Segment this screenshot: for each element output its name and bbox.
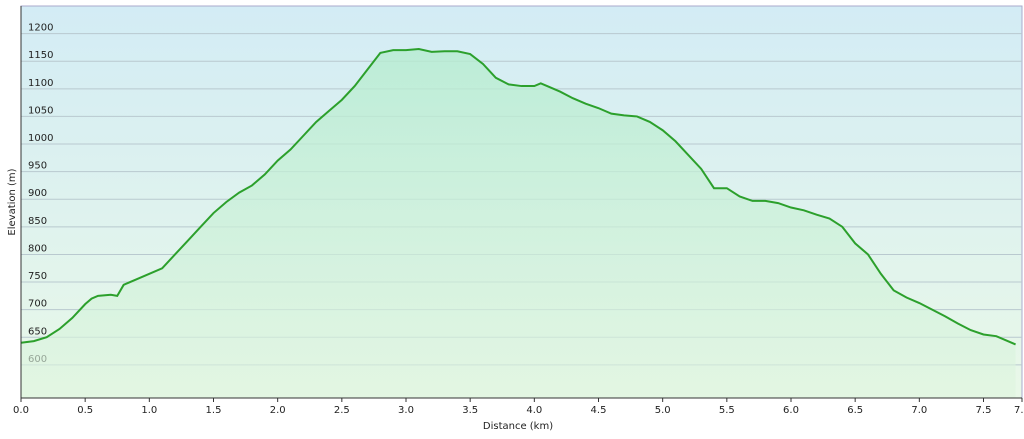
y-tick-label: 750 [28,271,47,282]
y-tick-label: 700 [28,299,47,310]
x-tick-label: 4.0 [526,405,542,416]
x-tick-label: 0.5 [77,405,93,416]
x-axis-title: Distance (km) [483,421,553,432]
x-tick-label: 5.0 [655,405,671,416]
x-tick-label: 3.0 [398,405,414,416]
area-fill [21,49,1016,398]
x-tick-label: 3.5 [462,405,478,416]
x-tick-label: 1.5 [206,405,222,416]
y-tick-label: 1200 [28,23,53,34]
x-tick-label: 7.8 [1014,405,1024,416]
x-tick-label: 7.5 [976,405,992,416]
x-tick-label: 2.0 [270,405,286,416]
y-axis-title: Elevation (m) [7,168,18,235]
y-tick-label: 650 [28,326,47,337]
y-tick-label: 950 [28,161,47,172]
y-tick-label: 800 [28,243,47,254]
x-tick-label: 5.5 [719,405,735,416]
x-tick-label: 6.5 [847,405,863,416]
x-tick-label: 6.0 [783,405,799,416]
x-tick-label: 4.5 [591,405,607,416]
y-tick-label: 1000 [28,133,53,144]
y-tick-label: 1050 [28,105,53,116]
x-tick-label: 2.5 [334,405,350,416]
x-tick-label: 7.0 [911,405,927,416]
y-tick-label: 1150 [28,50,53,61]
elevation-line [20,48,1016,346]
y-tick-label: 850 [28,216,47,227]
y-tick-label: 900 [28,188,47,199]
x-tick-label: 0.0 [13,405,29,416]
y-tick-label: 1100 [28,78,53,89]
x-tick-label: 1.0 [141,405,157,416]
